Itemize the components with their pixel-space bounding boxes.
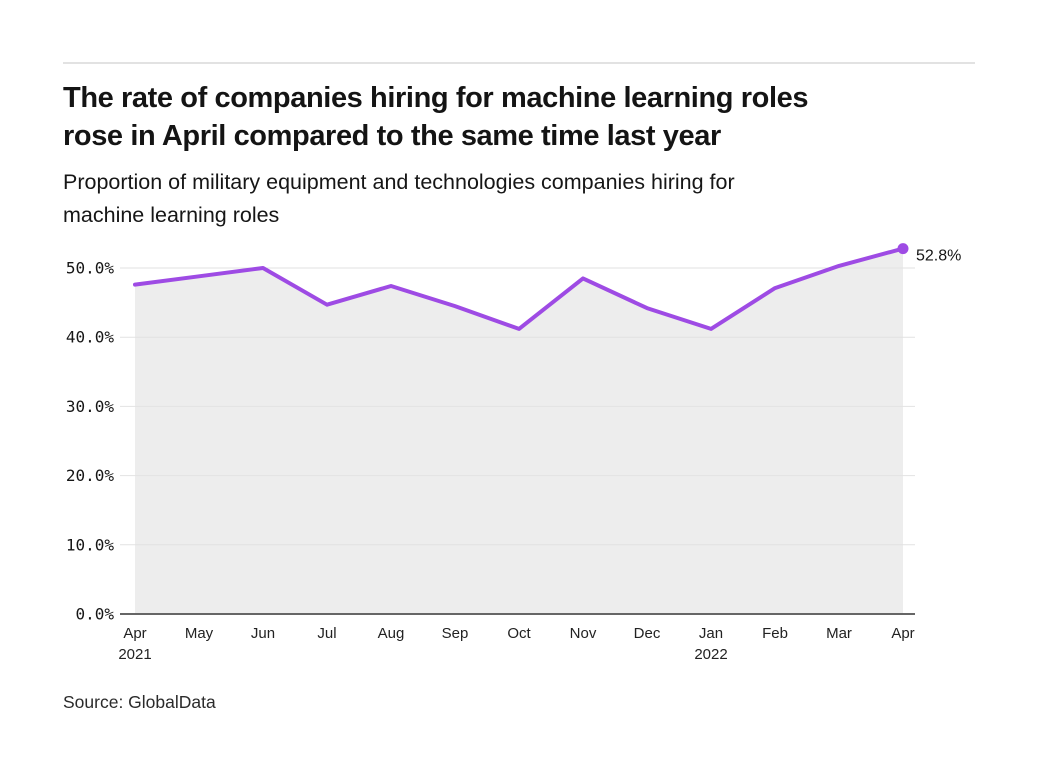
x-axis-year-label: 2021 [118, 646, 151, 663]
chart-subtitle: Proportion of military equipment and tec… [63, 166, 983, 232]
x-axis-tick-label: Jan [699, 625, 723, 642]
series-area [135, 248, 903, 614]
x-axis-tick-label: Aug [378, 625, 405, 642]
chart-subtitle-line-1: Proportion of military equipment and tec… [63, 170, 735, 194]
y-axis-tick-label: 10.0% [66, 535, 115, 554]
x-axis-tick-label: Feb [762, 625, 788, 642]
chart-title: The rate of companies hiring for machine… [63, 79, 983, 155]
x-axis-tick-label: Jun [251, 625, 275, 642]
x-axis-tick-label: Oct [507, 625, 531, 642]
x-axis-tick-label: Apr [891, 625, 914, 642]
line-chart: 0.0% 10.0% 20.0% 30.0% 40.0% 50.0% Apr May Jun Ju… [66, 243, 961, 663]
x-axis-tick-label: Sep [442, 625, 469, 642]
y-axis-tick-label: 50.0% [66, 259, 115, 278]
x-axis-tick-label: Dec [634, 625, 661, 642]
chart-title-line-2: rose in April compared to the same time … [63, 120, 721, 152]
x-axis-tick-label: May [185, 625, 214, 642]
y-axis-tick-label: 30.0% [66, 397, 115, 416]
source-note: Source: GlobalData [63, 692, 216, 712]
series-line [133, 246, 905, 331]
chart-title-line-1: The rate of companies hiring for machine… [63, 82, 809, 114]
x-axis-tick-label: Nov [570, 625, 597, 642]
x-axis-year-label: 2022 [694, 646, 727, 663]
x-axis-tick-label: Mar [826, 625, 852, 642]
x-axis-tick-label: Apr [123, 625, 146, 642]
y-axis-tick-label: 40.0% [66, 328, 115, 347]
end-point-marker [897, 243, 909, 255]
top-divider [63, 62, 975, 64]
chart-subtitle-line-2: machine learning roles [63, 203, 280, 227]
x-axis-tick-label: Jul [317, 625, 336, 642]
y-axis-tick-label: 0.0% [75, 605, 114, 624]
end-point-value-label: 52.8% [916, 248, 961, 265]
y-axis-tick-label: 20.0% [66, 466, 115, 485]
